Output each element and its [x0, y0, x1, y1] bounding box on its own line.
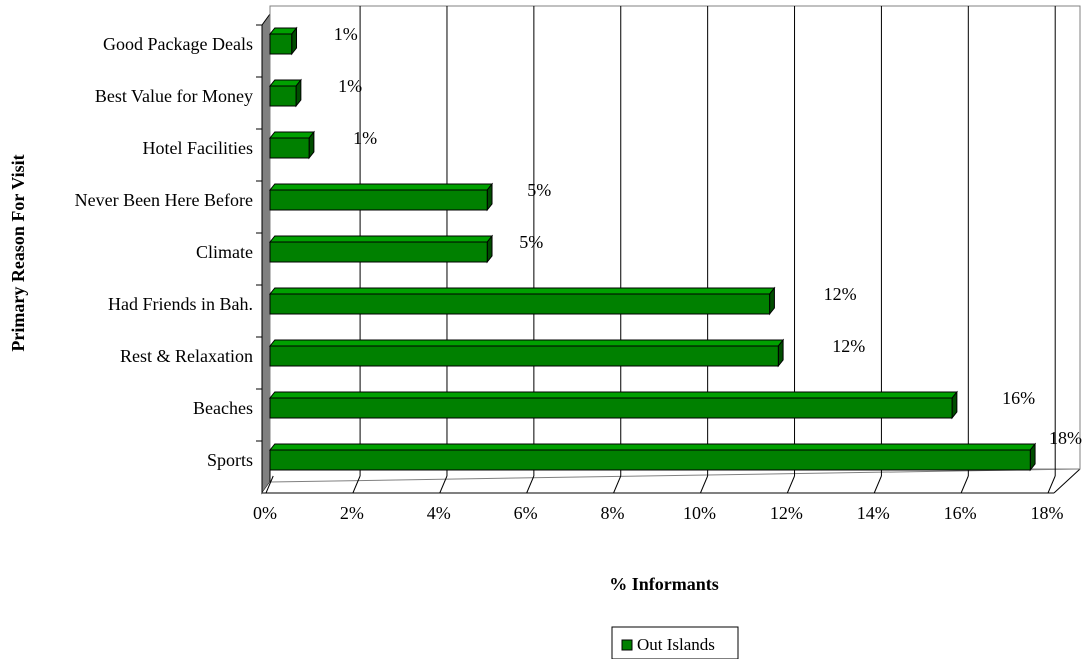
x-tick-label: 16%	[944, 503, 977, 523]
floor	[262, 469, 1080, 493]
data-label: 1%	[338, 76, 362, 96]
bar-front	[269, 85, 297, 107]
category-labels: Good Package Deals Best Value for Money Ho…	[75, 24, 262, 470]
floor-back-edge	[269, 468, 1081, 483]
data-label: 1%	[334, 24, 358, 44]
legend-swatch	[621, 639, 633, 651]
left-wall	[261, 12, 271, 495]
category-label: Climate	[196, 242, 253, 262]
floor-gridline-0	[265, 475, 274, 494]
bar-front	[269, 449, 1031, 471]
bar	[268, 182, 494, 212]
bar-front	[269, 241, 488, 263]
bar-front	[269, 397, 953, 419]
y-axis-title: Primary Reason For Visit	[8, 154, 28, 351]
x-tick-label: 14%	[857, 503, 890, 523]
data-label: 12%	[832, 336, 865, 356]
data-label: 1%	[353, 128, 377, 148]
x-tick-label: 6%	[514, 503, 538, 523]
bar	[268, 338, 785, 368]
data-labels: 1% 1% 1% 5% 5% 12% 12% 16% 18%	[334, 24, 1082, 448]
x-axis-title: % Informants	[609, 574, 719, 594]
bar-front	[269, 293, 771, 315]
category-label: Best Value for Money	[95, 86, 253, 106]
bar-top	[268, 131, 315, 139]
bar-top	[268, 391, 958, 399]
bar	[268, 26, 298, 56]
floor-right-edge	[1053, 468, 1081, 494]
bar	[268, 286, 776, 316]
bar	[268, 130, 315, 160]
data-label: 18%	[1049, 428, 1082, 448]
floor-gridline-6	[786, 475, 795, 494]
category-label: Had Friends in Bah.	[108, 294, 253, 314]
legend: Out Islands	[611, 626, 739, 660]
floor-gridline-2	[439, 475, 448, 494]
category-label: Sports	[207, 450, 253, 470]
data-label: 12%	[824, 284, 857, 304]
category-label: Good Package Deals	[103, 34, 253, 54]
legend-label: Out Islands	[637, 635, 715, 654]
x-tick-label: 4%	[427, 503, 451, 523]
x-tick-label: 2%	[340, 503, 364, 523]
floor-gridline-3	[526, 475, 535, 494]
floor-gridline-5	[699, 475, 709, 494]
bar-front	[269, 33, 293, 55]
data-label: 16%	[1002, 388, 1035, 408]
bar-top	[268, 443, 1037, 451]
chart-walls	[261, 5, 1081, 495]
bar	[268, 390, 958, 420]
bar	[268, 442, 1037, 472]
legend-box	[611, 626, 739, 660]
x-tick-label: 18%	[1031, 503, 1064, 523]
bars	[268, 26, 1037, 472]
floor-gridline-9	[1047, 475, 1056, 494]
bar	[268, 234, 494, 264]
x-tick-label: 8%	[601, 503, 625, 523]
bar-top	[268, 339, 785, 347]
floor-gridline-1	[352, 475, 361, 494]
data-label: 5%	[527, 180, 551, 200]
bar-front	[269, 189, 488, 211]
category-label: Rest & Relaxation	[120, 346, 253, 366]
bar-front	[269, 137, 310, 159]
x-tick-label: 0%	[253, 503, 277, 523]
bar-top	[268, 287, 776, 295]
x-tick-label: 12%	[770, 503, 803, 523]
floor-gridline-4	[613, 475, 622, 494]
bar	[268, 78, 302, 108]
bar-top	[268, 235, 494, 243]
bar-top	[268, 183, 494, 191]
category-label: Never Been Here Before	[75, 190, 253, 210]
category-label: Hotel Facilities	[143, 138, 253, 158]
floor-gridline-8	[960, 475, 969, 494]
x-tick-labels: 0% 2% 4% 6% 8% 10% 12% 14% 16% 18%	[253, 503, 1064, 523]
bar-front	[269, 345, 779, 367]
category-label: Beaches	[193, 398, 253, 418]
data-label: 5%	[519, 232, 543, 252]
x-tick-label: 10%	[683, 503, 716, 523]
floor-gridline-7	[873, 475, 882, 494]
